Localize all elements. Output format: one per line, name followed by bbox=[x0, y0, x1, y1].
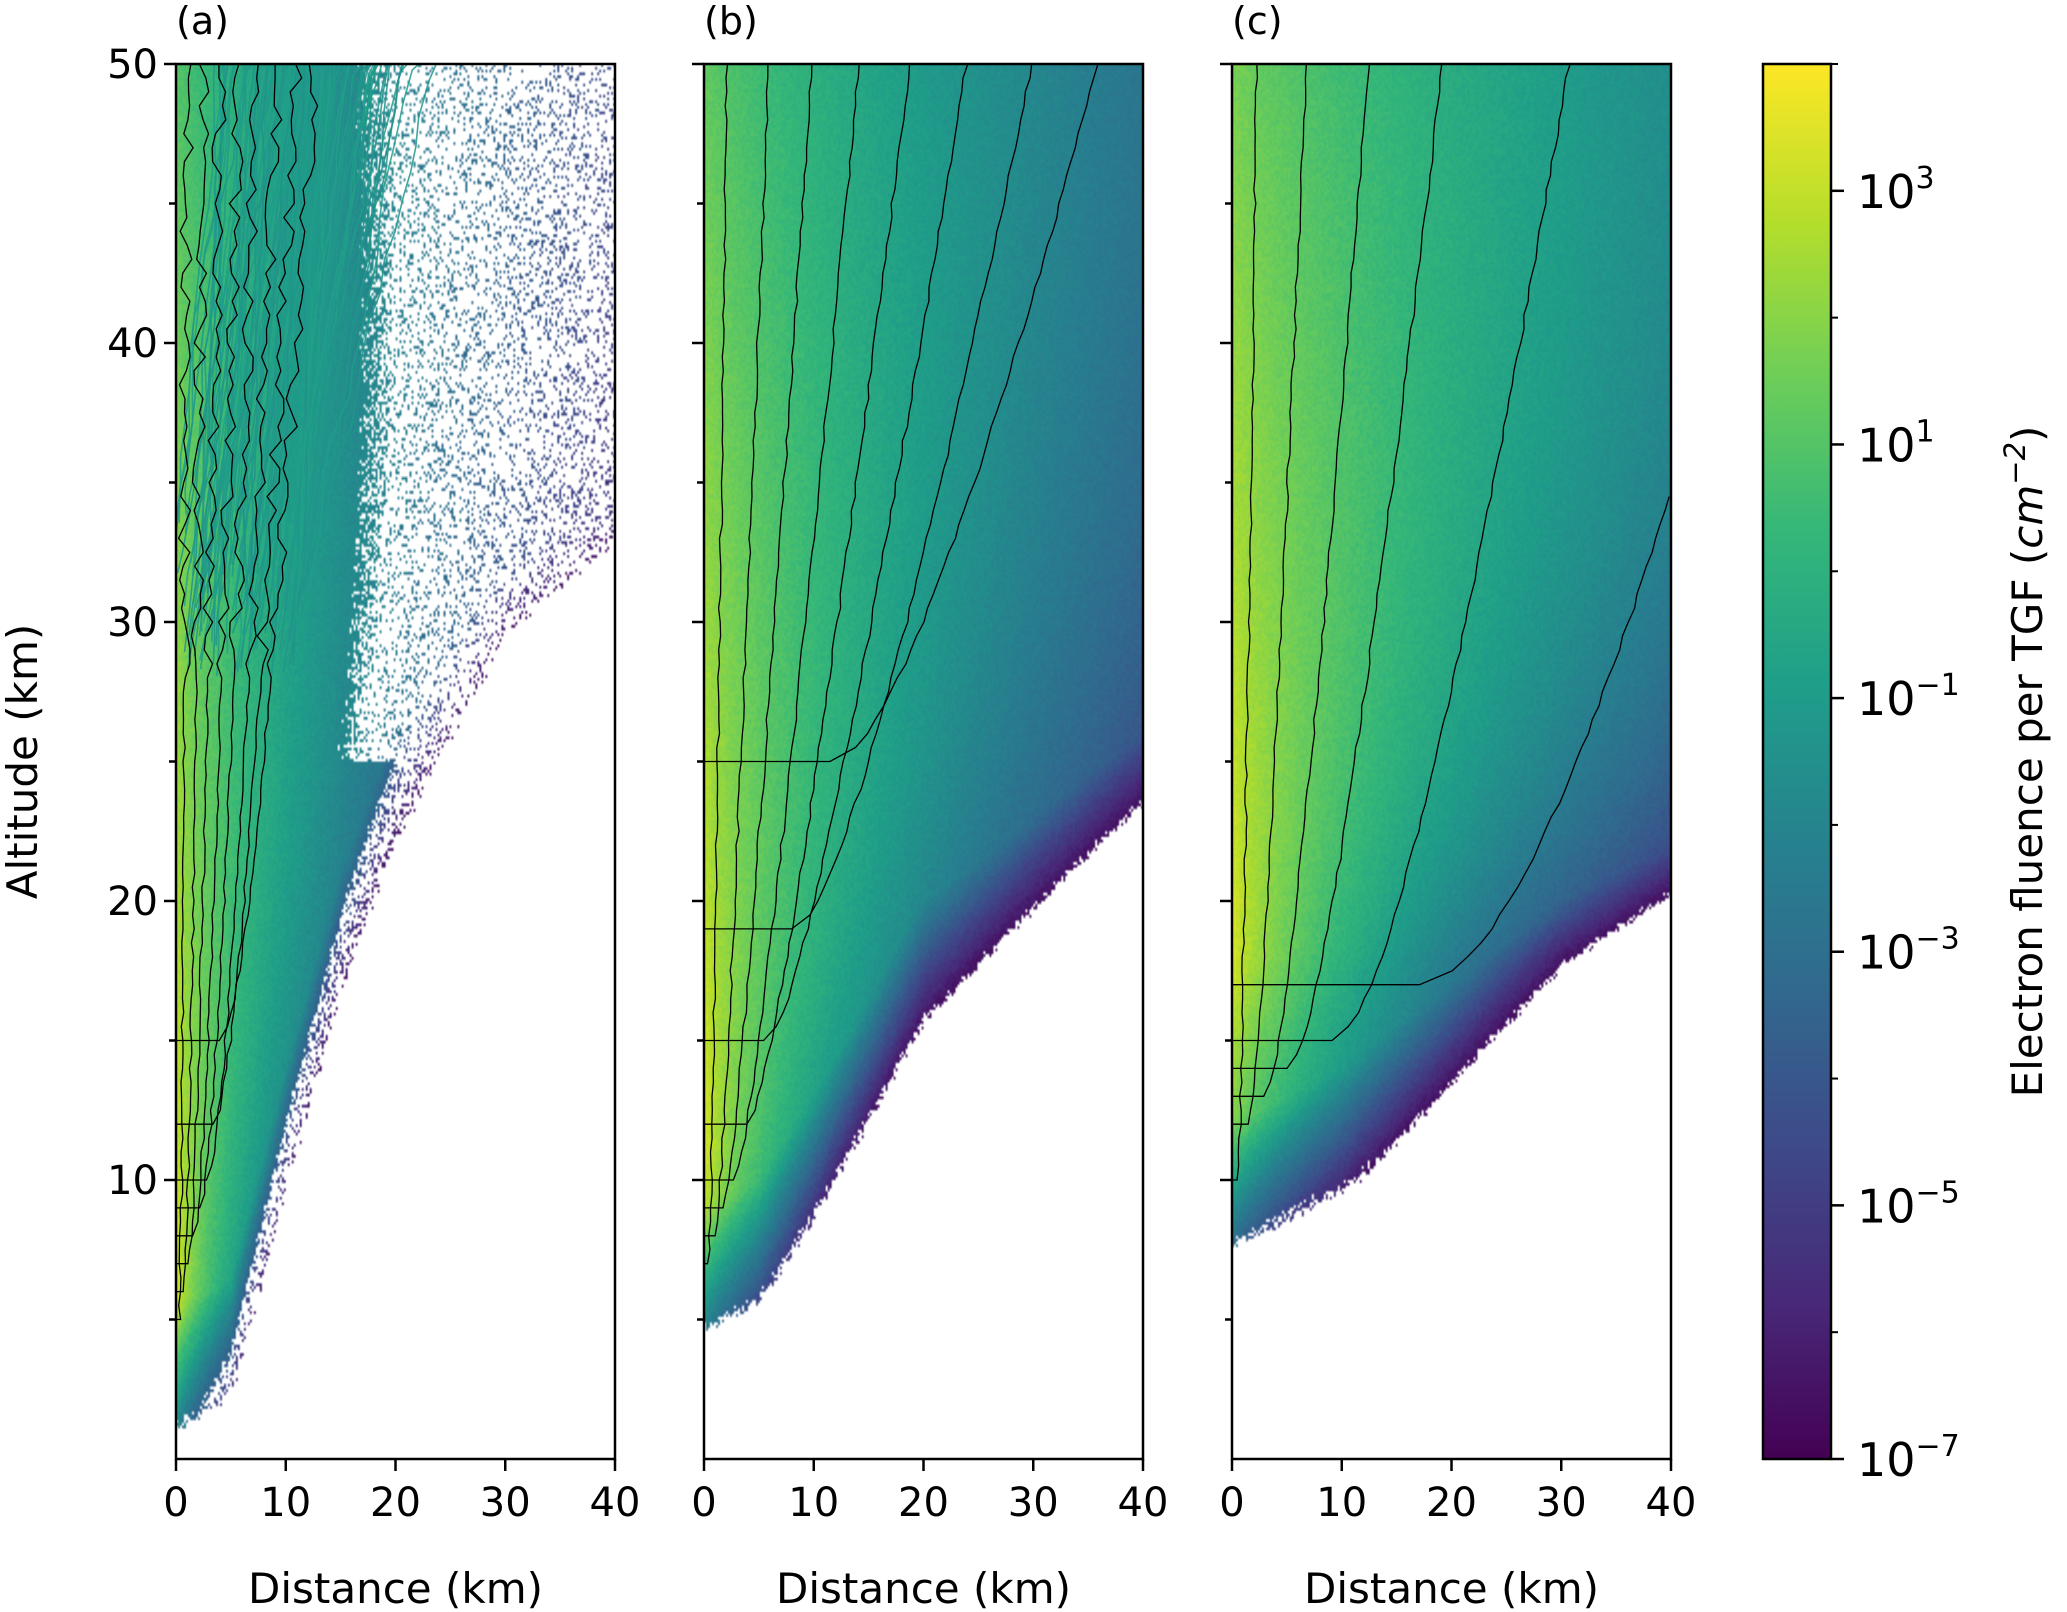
electron-track bbox=[304, 63, 409, 583]
contour-line bbox=[1232, 63, 1571, 1042]
colorbar-tick-label: 10−3 bbox=[1857, 922, 1960, 980]
x-tick-label: 10 bbox=[788, 1480, 839, 1526]
contour-line bbox=[1232, 496, 1670, 986]
y-tick-label: 50 bbox=[107, 42, 158, 88]
electron-track bbox=[258, 63, 325, 609]
contour-line bbox=[1232, 63, 1259, 1181]
colorbar: 103 101 10−1 10−3 10−5 10−7 Electron fluence p… bbox=[1761, 62, 2052, 1487]
x-tick-label: 30 bbox=[1536, 1480, 1587, 1526]
x-tick-label: 30 bbox=[480, 1480, 531, 1526]
x-axis-title: Distance (km) bbox=[1304, 1564, 1599, 1612]
contour-line bbox=[1232, 63, 1443, 1070]
panel-label: (c) bbox=[1232, 0, 1283, 43]
electron-track bbox=[215, 63, 257, 641]
panel-label: (a) bbox=[176, 0, 229, 43]
y-tick-label: 40 bbox=[107, 321, 158, 367]
contour-line bbox=[176, 64, 227, 1265]
electron-track bbox=[229, 63, 287, 565]
contour-line bbox=[704, 63, 813, 1209]
contour-lines bbox=[1232, 63, 1670, 1181]
electron-track bbox=[197, 63, 250, 604]
colorbar-tick-label: 10−5 bbox=[1857, 1175, 1960, 1233]
electron-track bbox=[305, 63, 403, 554]
electron-track bbox=[289, 63, 388, 642]
x-tick-label: 40 bbox=[590, 1480, 641, 1526]
contour-line bbox=[176, 63, 303, 1125]
y-tick-label: 20 bbox=[107, 879, 158, 925]
electron-track bbox=[176, 63, 253, 517]
y-tick-label: 30 bbox=[107, 600, 158, 646]
colorbar-frame bbox=[1761, 62, 1833, 1461]
contour-line bbox=[176, 63, 244, 1237]
electron-track bbox=[289, 63, 317, 610]
contour-line bbox=[704, 63, 969, 1042]
electron-track bbox=[277, 63, 334, 631]
electron-track bbox=[192, 63, 226, 576]
y-axis-title: Altitude (km) bbox=[0, 624, 47, 899]
contour-line bbox=[176, 63, 194, 1321]
x-tick-label: 20 bbox=[898, 1480, 949, 1526]
contour-line bbox=[704, 63, 769, 1237]
electron-track bbox=[218, 63, 285, 605]
x-tick-label: 30 bbox=[1008, 1480, 1059, 1526]
panel-label: (b) bbox=[704, 0, 758, 43]
x-tick-label: 0 bbox=[1219, 1480, 1244, 1526]
heatmap-image bbox=[176, 64, 615, 1459]
electron-track bbox=[295, 63, 323, 636]
x-tick-label: 40 bbox=[1646, 1480, 1697, 1526]
x-tick-label: 10 bbox=[1316, 1480, 1367, 1526]
contour-line bbox=[176, 63, 319, 1042]
contour-line bbox=[704, 63, 1033, 930]
contour-line bbox=[176, 63, 210, 1293]
colorbar-tick-label: 101 bbox=[1857, 414, 1935, 472]
y-tick-label: 10 bbox=[107, 1158, 158, 1204]
electron-track bbox=[271, 63, 369, 534]
colorbar-tick-label: 103 bbox=[1857, 161, 1935, 219]
electron-track bbox=[250, 63, 317, 616]
electron-track bbox=[176, 63, 275, 574]
contour-line bbox=[704, 63, 1099, 763]
panel-1: 0 10 20 30 40 10 20 30 40 50 Distance (km) Altitude… bbox=[0, 0, 640, 1612]
x-tick-label: 20 bbox=[1426, 1480, 1477, 1526]
x-tick-label: 40 bbox=[1118, 1480, 1169, 1526]
x-axis-title: Distance (km) bbox=[776, 1564, 1071, 1612]
panel-2: 0 10 20 30 40 Distance (km) (b) bbox=[691, 0, 1168, 1612]
colorbar-label: Electron fluence per TGF (cm−2) bbox=[1998, 426, 2052, 1098]
colorbar-tick-label: 10−7 bbox=[1857, 1429, 1960, 1487]
electron-track bbox=[271, 63, 297, 630]
electron-track bbox=[292, 63, 329, 529]
panels-layer: 0 10 20 30 40 10 20 30 40 50 Distance (km) Altitude… bbox=[0, 0, 1696, 1612]
electron-track bbox=[300, 63, 350, 544]
electron-track bbox=[274, 63, 378, 643]
contour-line bbox=[1232, 63, 1308, 1125]
colorbar-gradient bbox=[1763, 64, 1831, 1459]
electron-track bbox=[206, 63, 229, 594]
electron-track bbox=[211, 63, 276, 545]
contour-line bbox=[704, 63, 729, 1265]
contour-lines bbox=[176, 63, 319, 1321]
electron-track bbox=[253, 63, 301, 569]
panel-3: 0 10 20 30 40 Distance (km) (c) bbox=[1219, 0, 1696, 1612]
contour-line bbox=[704, 63, 860, 1181]
contour-line bbox=[704, 63, 911, 1125]
contour-line bbox=[176, 64, 283, 1181]
heatmap-image bbox=[1232, 64, 1671, 1459]
x-axis-title: Distance (km) bbox=[248, 1564, 543, 1612]
electron-track bbox=[242, 63, 269, 579]
electron-track bbox=[304, 63, 420, 607]
electron-track bbox=[297, 63, 308, 542]
x-tick-label: 10 bbox=[260, 1480, 311, 1526]
x-tick-label: 0 bbox=[691, 1480, 716, 1526]
contour-line bbox=[176, 63, 260, 1209]
colorbar-tick-label: 10−1 bbox=[1857, 668, 1960, 726]
contour-lines bbox=[704, 63, 1099, 1265]
x-tick-label: 0 bbox=[163, 1480, 188, 1526]
x-tick-label: 20 bbox=[370, 1480, 421, 1526]
contour-line bbox=[1232, 63, 1371, 1097]
